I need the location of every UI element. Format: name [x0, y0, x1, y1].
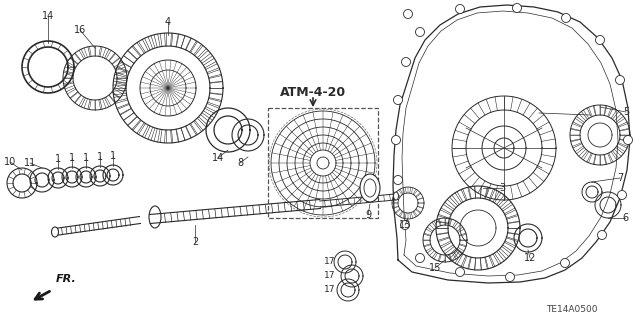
Text: 6: 6 [622, 213, 628, 223]
Text: 9: 9 [365, 210, 371, 220]
Circle shape [401, 220, 410, 229]
Text: 11: 11 [24, 158, 36, 168]
Bar [268, 108, 378, 218]
Text: 5: 5 [623, 107, 629, 117]
Ellipse shape [360, 174, 380, 202]
Circle shape [618, 190, 627, 199]
Text: 15: 15 [429, 263, 441, 273]
Text: 3: 3 [499, 183, 505, 193]
Text: TE14A0500: TE14A0500 [547, 306, 598, 315]
Text: 17: 17 [324, 286, 336, 294]
Text: 1: 1 [97, 152, 103, 162]
Text: 8: 8 [237, 158, 243, 168]
Text: 17: 17 [324, 257, 336, 266]
Circle shape [506, 272, 515, 281]
Text: 16: 16 [74, 25, 86, 35]
Circle shape [394, 175, 403, 184]
Circle shape [403, 10, 413, 19]
Circle shape [561, 13, 570, 23]
Text: 1: 1 [83, 153, 89, 163]
Text: 12: 12 [524, 253, 536, 263]
Ellipse shape [394, 192, 399, 200]
Circle shape [401, 57, 410, 66]
Circle shape [513, 4, 522, 12]
Text: 10: 10 [4, 157, 16, 167]
Circle shape [598, 231, 607, 240]
Circle shape [616, 76, 625, 85]
Text: 17: 17 [324, 271, 336, 280]
Circle shape [394, 95, 403, 105]
Circle shape [561, 258, 570, 268]
Text: 7: 7 [617, 173, 623, 183]
Text: 4: 4 [165, 17, 171, 27]
Ellipse shape [51, 227, 58, 237]
Text: 1: 1 [110, 151, 116, 161]
Circle shape [456, 4, 465, 13]
Circle shape [456, 268, 465, 277]
Text: ATM-4-20: ATM-4-20 [280, 85, 346, 99]
Text: 1: 1 [55, 154, 61, 164]
Text: FR.: FR. [56, 274, 77, 284]
Text: 1: 1 [69, 153, 75, 163]
Text: 2: 2 [192, 237, 198, 247]
Circle shape [623, 136, 632, 145]
Circle shape [392, 136, 401, 145]
Circle shape [415, 27, 424, 36]
Circle shape [415, 254, 424, 263]
Text: 13: 13 [399, 220, 411, 230]
Circle shape [595, 35, 605, 44]
Text: 14: 14 [212, 153, 224, 163]
Text: 14: 14 [42, 11, 54, 21]
